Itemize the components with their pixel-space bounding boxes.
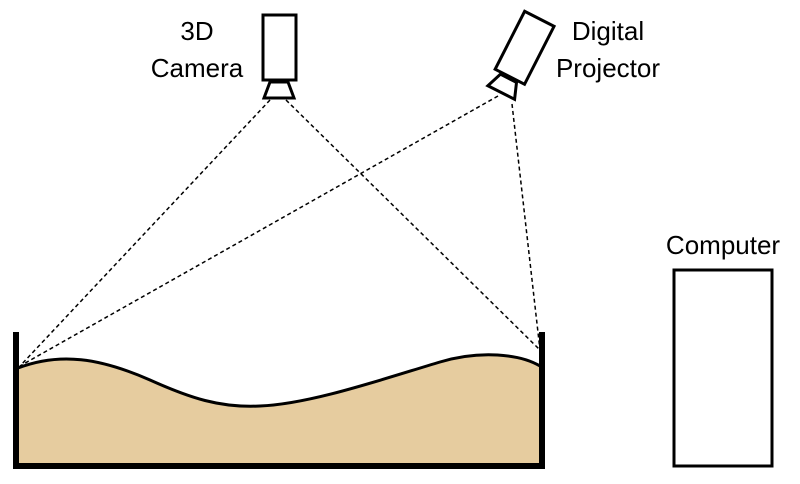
camera-ray-right: [285, 99, 541, 351]
camera-label-line2: Camera: [151, 53, 244, 83]
sandbox-floor: [13, 463, 545, 469]
sandbox-container: [13, 332, 545, 469]
camera-ray-left: [19, 99, 271, 367]
projector-body: [493, 9, 557, 87]
camera-body: [261, 13, 298, 82]
computer-label: Computer: [666, 230, 780, 260]
projector-ray-right: [511, 103, 541, 351]
sand-surface-contour: [17, 353, 541, 408]
sandbox-left-wall: [13, 332, 19, 468]
3d-camera-icon: [261, 13, 298, 100]
camera-label-line1: 3D: [180, 16, 213, 46]
projector-label-line2: Projector: [556, 53, 660, 83]
digital-projector-icon: [485, 9, 557, 102]
projector-ray-left: [19, 95, 499, 367]
camera-field-of-view: [19, 99, 541, 367]
camera-lens: [261, 80, 297, 100]
sand-surface: [18, 354, 540, 464]
sandbox-right-wall: [539, 332, 545, 468]
projector-field-of-view: [19, 95, 541, 367]
projector-label-line1: Digital: [572, 16, 644, 46]
computer-icon: [672, 268, 774, 468]
projector-lens: [485, 72, 519, 102]
